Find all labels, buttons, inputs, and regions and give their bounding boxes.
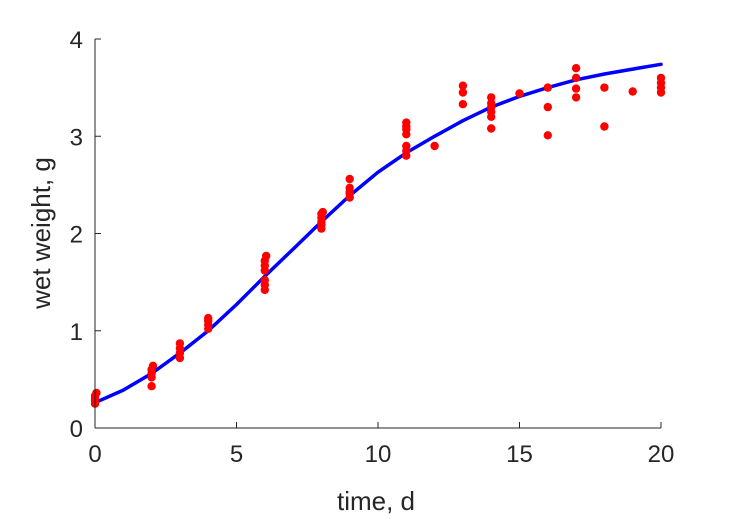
x-tick-label: 5 <box>230 441 243 468</box>
data-point <box>147 382 156 391</box>
y-axis-label: wet weight, g <box>26 157 56 310</box>
data-point <box>600 83 609 92</box>
data-point <box>628 87 637 96</box>
data-point <box>262 251 271 261</box>
data-point <box>175 339 185 348</box>
data-point <box>148 361 158 370</box>
data-point <box>543 102 552 112</box>
y-tick-label: 3 <box>70 124 83 151</box>
data-point <box>656 73 666 83</box>
data-point <box>318 207 327 217</box>
scatter-points-layer <box>90 63 666 408</box>
y-tick-label: 0 <box>70 416 83 443</box>
y-tick-label: 1 <box>70 319 83 346</box>
data-point <box>543 131 552 140</box>
data-point <box>571 93 581 102</box>
x-tick-label: 0 <box>88 441 101 468</box>
data-point <box>345 183 354 192</box>
fit-curve <box>93 62 663 405</box>
data-point <box>600 122 609 131</box>
fit-curve-layer <box>93 62 663 405</box>
data-point <box>430 141 439 151</box>
data-point <box>543 83 552 92</box>
x-tick-label: 20 <box>648 441 675 468</box>
data-point <box>402 141 411 151</box>
data-point <box>402 118 411 127</box>
data-point <box>515 89 524 98</box>
data-point <box>487 93 496 102</box>
data-point <box>571 63 581 73</box>
data-point <box>345 174 354 184</box>
data-point <box>571 84 581 93</box>
data-point <box>458 81 468 90</box>
data-point <box>487 99 496 108</box>
x-tick-label: 15 <box>506 441 533 468</box>
data-point <box>260 276 269 285</box>
y-tick-label: 4 <box>70 27 83 54</box>
y-tick-label: 2 <box>70 222 83 249</box>
x-axis-label: time, d <box>337 486 415 516</box>
data-point <box>458 88 468 97</box>
axes: 0 5 10 15 20 0 1 2 3 4 <box>70 27 675 468</box>
data-point <box>487 124 496 133</box>
data-point <box>571 73 581 83</box>
data-point <box>204 313 213 323</box>
data-point <box>458 100 468 109</box>
x-tick-label: 10 <box>365 441 392 468</box>
data-point <box>92 388 101 398</box>
